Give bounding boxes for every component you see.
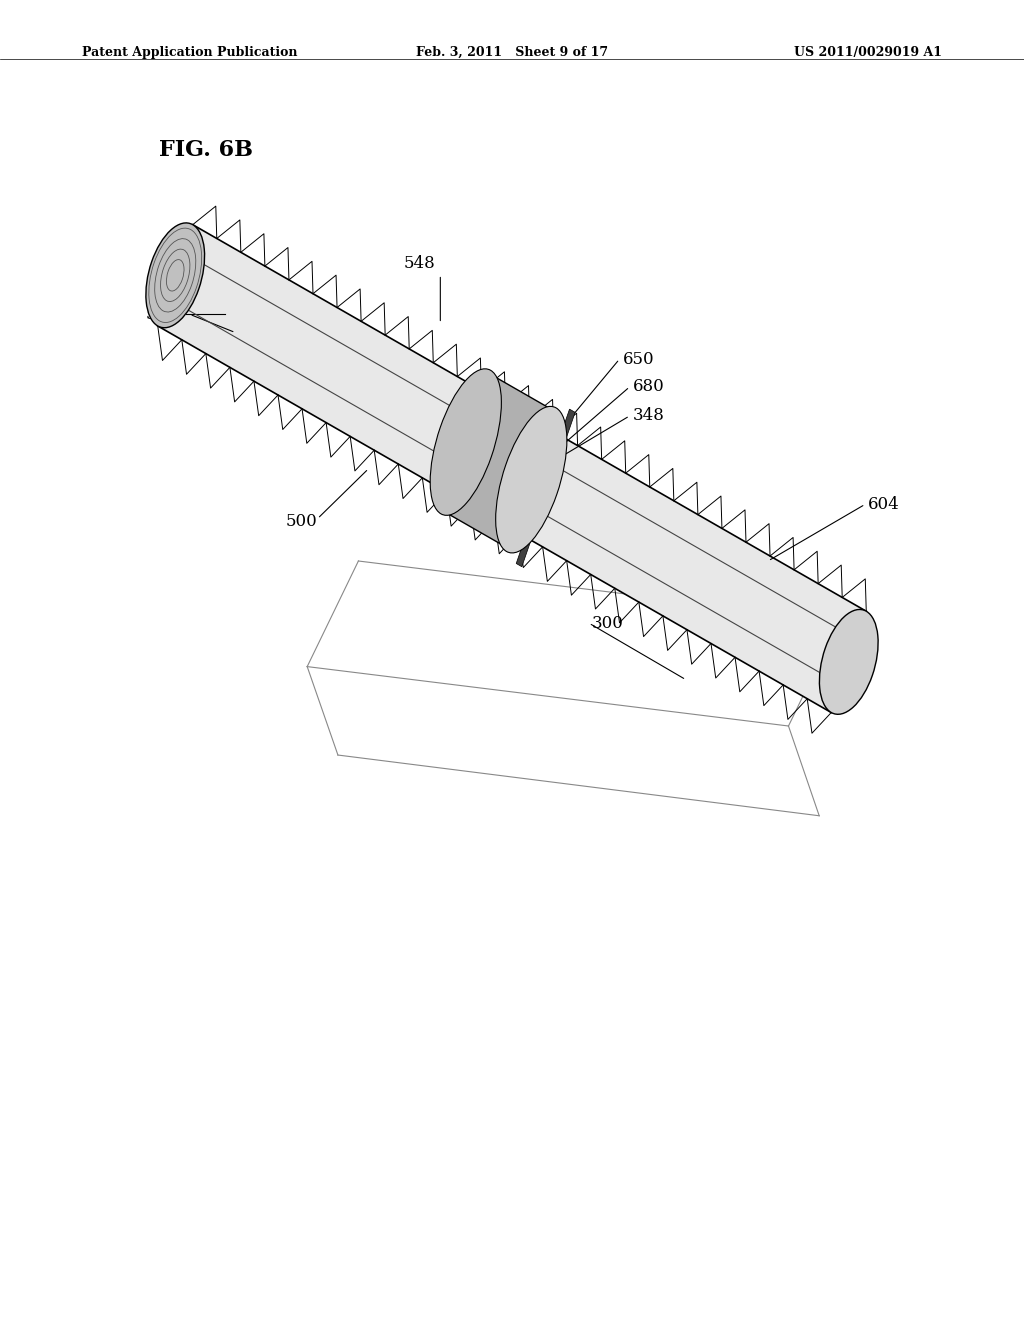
Text: 604: 604 <box>868 496 900 512</box>
Text: US 2011/0029019 A1: US 2011/0029019 A1 <box>794 46 942 59</box>
Text: 300: 300 <box>592 615 624 631</box>
Ellipse shape <box>496 407 567 553</box>
Text: 650: 650 <box>623 351 654 367</box>
Polygon shape <box>516 409 575 566</box>
Text: FIG. 6B: FIG. 6B <box>159 139 253 161</box>
Text: 536: 536 <box>145 306 177 322</box>
Text: Feb. 3, 2011   Sheet 9 of 17: Feb. 3, 2011 Sheet 9 of 17 <box>416 46 608 59</box>
Text: 548: 548 <box>403 256 436 272</box>
Text: 348: 348 <box>633 408 665 424</box>
Text: 680: 680 <box>633 379 665 395</box>
Ellipse shape <box>430 368 502 515</box>
Ellipse shape <box>819 610 879 714</box>
Polygon shape <box>158 224 866 713</box>
Ellipse shape <box>145 223 205 327</box>
Text: Patent Application Publication: Patent Application Publication <box>82 46 297 59</box>
Polygon shape <box>442 374 555 548</box>
Text: 500: 500 <box>286 513 317 529</box>
